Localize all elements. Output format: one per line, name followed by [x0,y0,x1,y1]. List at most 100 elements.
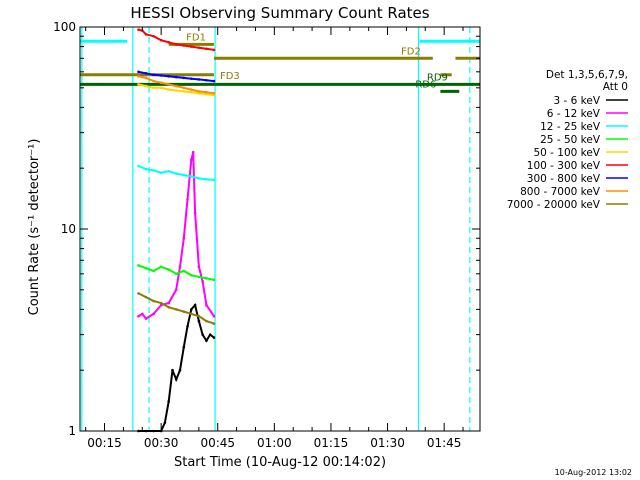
series-point-50-100-kev [159,86,163,90]
series-point-800-7000-kev [144,76,148,80]
plot-timestamp: 10-Aug-2012 13:02 [555,468,632,477]
x-tick-label: 01:45 [427,436,462,450]
series-point-6-12-kev [186,198,189,201]
series-point-25-50-kev [174,272,178,276]
series-point-50-100-kev [212,93,216,97]
series-point-100-300-kev [174,43,178,46]
legend-label-300-800-kev: 300 - 800 keV [527,173,601,185]
series-point-12-25-kev [174,172,178,175]
series-point-300-800-kev [205,78,208,82]
series-point-12-25-kev [152,169,155,172]
series-point-7000-20000-kev [182,310,186,313]
series-point-300-800-kev [137,70,140,74]
legend-header-line: Att 0 [603,81,628,93]
series-point-50-100-kev [137,83,140,86]
series-point-7000-20000-kev [174,308,178,311]
series-point-3-6-kev [167,400,170,403]
series-point-25-50-kev [205,277,208,280]
series-point-50-100-kev [174,89,178,92]
series-point-12-25-kev [182,173,186,177]
series-point-25-50-kev [190,273,193,277]
series-point-3-6-kev [178,368,182,372]
series-point-25-50-kev [167,268,170,271]
series-point-100-300-kev [182,44,186,47]
series-point-100-300-kev [190,45,193,48]
series-point-12-25-kev [159,171,163,174]
series-point-3-6-kev [193,303,197,307]
x-tick-label: 00:30 [144,436,179,450]
series-point-6-12-kev [212,314,216,318]
x-axis-label: Start Time (10-Aug-12 00:14:02) [174,455,386,470]
chart-title: HESSI Observing Summary Count Rates [130,4,429,22]
series-point-300-800-kev [212,79,216,83]
series-point-800-7000-kev [167,83,170,86]
series-point-3-6-kev [197,319,201,323]
series-point-300-800-kev [174,75,178,79]
series-point-3-6-kev [212,336,216,339]
series-point-25-50-kev [212,278,216,282]
series-point-6-12-kev [193,211,197,215]
series-point-3-6-kev [163,421,167,424]
x-tick-label: 01:15 [314,436,349,450]
series-point-50-100-kev [167,88,170,91]
series-point-50-100-kev [182,90,186,93]
series-point-800-7000-kev [159,81,163,84]
series-point-100-300-kev [167,40,170,44]
legend-label-3-6-kev: 3 - 6 keV [553,95,600,107]
series-point-3-6-kev [171,368,174,372]
series-point-25-50-kev [137,264,140,267]
series-point-6-12-kev [191,150,195,154]
legend-label-7000-20000-kev: 7000 - 20000 keV [507,199,601,211]
series-point-6-12-kev [182,236,186,240]
series-point-300-800-kev [144,71,148,75]
series-point-25-50-kev [197,275,201,279]
series-point-3-6-kev [190,308,193,311]
series-point-6-12-kev [174,288,178,292]
series-point-6-12-kev [140,312,144,316]
series-point-3-6-kev [182,345,186,349]
flag-label-fd2: FD2 [401,46,421,57]
series-point-300-800-kev [182,76,186,80]
x-tick-label: 00:15 [87,436,122,450]
series-point-6-12-kev [178,265,182,269]
series-point-6-12-kev [137,314,140,318]
series-point-12-25-kev [212,178,216,182]
series-point-800-7000-kev [152,79,155,83]
series-point-100-300-kev [152,34,155,38]
legend-label-6-12-kev: 6 - 12 keV [547,108,601,120]
series-point-6-12-kev [197,265,201,269]
series-point-6-12-kev [205,303,208,307]
x-tick-label: 00:45 [200,436,235,450]
series-point-7000-20000-kev [137,292,140,295]
series-point-12-25-kev [197,177,201,180]
series-point-12-25-kev [137,164,140,168]
series-point-800-7000-kev [182,86,186,90]
x-axis: 00:15 00:30 00:45 01:00 01:15 01:30 01:45 [85,27,464,450]
series-point-100-300-kev [144,33,148,36]
series-point-7000-20000-kev [205,319,208,323]
series-point-7000-20000-kev [197,314,201,318]
series-point-7000-20000-kev [144,295,148,299]
series-point-50-100-kev [152,86,155,90]
series-point-6-12-kev [167,301,170,305]
series-point-12-25-kev [205,178,208,181]
series-point-50-100-kev [190,91,193,94]
series-point-7000-20000-kev [190,312,193,316]
series-point-50-100-kev [144,84,148,88]
series-point-25-50-kev [152,269,155,273]
series-point-800-7000-kev [197,90,201,93]
series-point-800-7000-kev [212,91,216,95]
series-point-300-800-kev [159,74,163,77]
legend-label-25-50-kev: 25 - 50 keV [540,134,601,146]
x-tick-label: 01:00 [257,436,292,450]
series-point-800-7000-kev [137,75,140,78]
legend-label-50-100-kev: 50 - 100 keV [533,147,600,159]
series-point-800-7000-kev [174,84,178,88]
series-point-7000-20000-kev [159,301,163,305]
x-tick-label: 01:30 [370,436,405,450]
series-point-7000-20000-kev [152,299,155,303]
series-point-100-300-kev [197,46,201,49]
legend-header-line: Det 1,3,5,6,7,9, [546,69,628,81]
